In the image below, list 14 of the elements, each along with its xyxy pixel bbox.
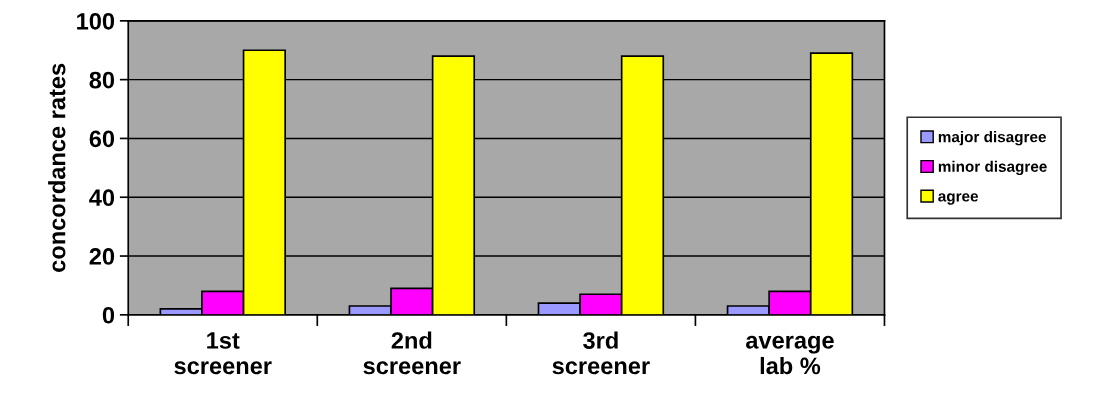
x-tick-label: 2nd screener [363,331,461,375]
legend-label: agree [938,193,979,205]
y-tick-label: 60 [89,130,115,148]
y-tick-label: 20 [89,248,115,265]
x-tick-label: 1st screener [174,332,272,375]
x-tick-label: average lab % [746,335,834,375]
x-tick-label: 3rd screener [552,331,650,375]
y-tick-label: 80 [89,71,115,89]
y-tick-label: 40 [89,189,115,207]
legend-label: minor disagree [938,160,1047,176]
y-tick-label: 0 [102,306,115,324]
y-axis-title: concordance rates [48,63,66,272]
legend-label: major disagree [938,131,1046,146]
y-tick-label: 100 [77,12,115,30]
